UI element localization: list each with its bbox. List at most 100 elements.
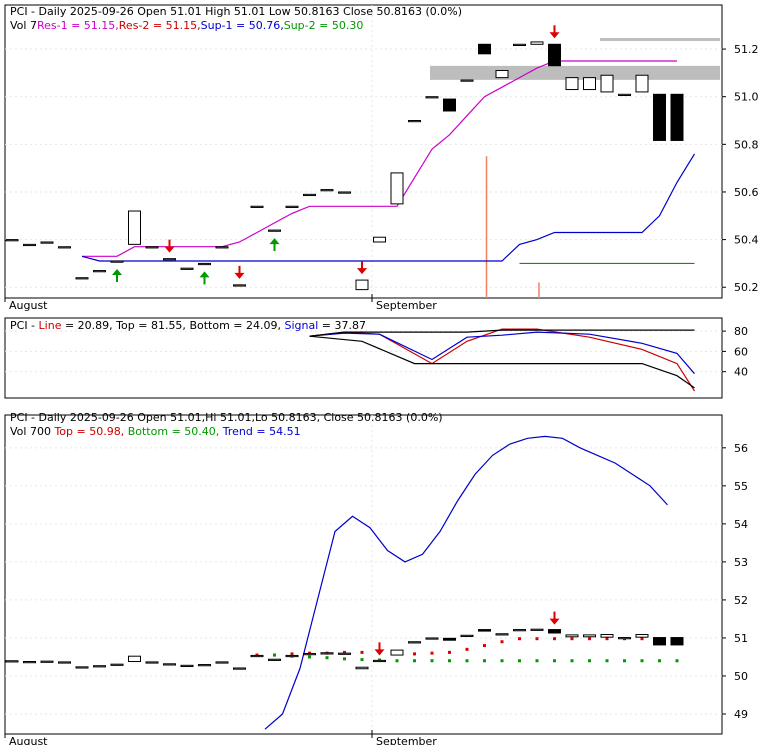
indicator-ytick-label-2: 40 — [734, 366, 748, 379]
trend-xtick-label-1: September — [376, 735, 437, 745]
trend-candle — [198, 664, 211, 667]
price-candle — [583, 77, 596, 91]
bottom-dot — [570, 659, 574, 663]
bottom-dot — [395, 659, 399, 663]
top-dot — [518, 637, 521, 641]
trend-candle — [233, 667, 246, 670]
bottom-dot — [325, 656, 329, 660]
price-ytick-label-4: 50.4 — [734, 234, 759, 247]
header-part: Bottom — [128, 425, 168, 438]
top-dot — [553, 637, 556, 641]
header-part: Res-1 — [37, 19, 68, 32]
price-xtick-label-0: August — [9, 299, 48, 312]
top-dot — [500, 640, 504, 644]
bottom-dot — [448, 659, 451, 663]
trend-candle — [600, 634, 614, 638]
trend-candle — [408, 641, 421, 644]
buy-arrow — [112, 269, 122, 283]
header-part: = 37.87 — [318, 319, 366, 332]
bottom-dot — [483, 659, 486, 663]
trend-candle — [373, 659, 386, 663]
bottom-dot — [308, 655, 311, 659]
price-candle — [408, 120, 421, 123]
sell-arrow — [357, 261, 367, 275]
trend-candle — [530, 628, 544, 631]
price-ytick-label-5: 50.2 — [734, 281, 759, 294]
indicator-ytick-label-0: 80 — [734, 325, 748, 338]
price-candle — [513, 43, 526, 46]
top-dot — [640, 637, 644, 641]
indicator-series-2 — [309, 329, 695, 337]
price-candle — [618, 93, 631, 97]
trend-ytick-label-3: 53 — [734, 556, 748, 569]
trend-candle — [145, 661, 159, 664]
trend-candle — [250, 654, 264, 658]
trend-ytick-label-1: 55 — [734, 480, 748, 493]
price-candle — [390, 172, 404, 205]
price-candle — [75, 277, 89, 280]
trend-candle — [128, 655, 141, 663]
trend-candle — [390, 649, 404, 656]
header-part: Vol 700 — [10, 425, 54, 438]
price-candle — [40, 241, 54, 244]
bottom-dot — [465, 659, 469, 663]
header-part: Trend — [222, 425, 253, 438]
trend-candle — [513, 629, 526, 632]
trend-candle — [443, 637, 456, 641]
trend-panel-frame — [4, 414, 723, 735]
sell-arrow-head — [164, 246, 175, 253]
price-ytick-label-1: 51.0 — [734, 91, 759, 104]
header-part: Vol 7 — [10, 19, 37, 32]
price-header-line1: PCI - Daily 2025-09-26 Open 51.01 High 5… — [10, 5, 462, 18]
sell-arrow — [234, 265, 245, 279]
bottom-dot — [553, 659, 556, 663]
trend-candle — [635, 634, 649, 638]
price-candle — [653, 93, 666, 141]
price-candle — [285, 205, 299, 208]
trend-candle — [618, 637, 631, 640]
price-candle — [215, 246, 229, 249]
bottom-dot — [588, 659, 591, 663]
trend-ytick-label-6: 50 — [734, 670, 748, 683]
buy-arrow-head — [112, 269, 122, 276]
trend-ytick-label-5: 51 — [734, 632, 748, 645]
indicator-series-3 — [309, 335, 695, 389]
trend-candle — [425, 637, 439, 640]
top-dot — [430, 651, 434, 655]
header-part: Bottom — [189, 319, 229, 332]
buy-arrow — [199, 271, 210, 285]
bottom-dot — [658, 659, 661, 663]
price-candle — [93, 270, 106, 273]
top-dot — [570, 637, 574, 641]
bottom-dot — [273, 653, 276, 657]
trend-ytick-label-4: 52 — [734, 594, 748, 607]
top-dot — [465, 647, 469, 651]
buy-arrow-head — [269, 238, 280, 245]
trend-candle — [23, 661, 36, 664]
trend-candle — [303, 653, 316, 656]
trend-candle — [460, 634, 474, 637]
indicator-series-1 — [309, 331, 695, 375]
trend-candle — [215, 661, 229, 664]
trend-candle — [75, 666, 89, 669]
trend-candle — [670, 637, 684, 646]
bottom-dot — [430, 659, 434, 663]
price-candle — [565, 77, 579, 91]
indicator-header: PCI - Line = 20.89, Top = 81.55, Bottom … — [10, 319, 366, 332]
price-ytick-label-2: 50.8 — [734, 138, 759, 151]
bottom-dot — [343, 657, 346, 661]
price-candle — [180, 267, 194, 270]
header-part: Top — [115, 319, 135, 332]
sell-arrow-head — [549, 32, 560, 39]
trend-candle — [478, 629, 491, 632]
price-header-line2: Vol 7Res-1 = 51.15,Res-2 = 51.15,Sup-1 =… — [10, 19, 363, 32]
header-part: PCI - — [10, 319, 39, 332]
bottom-dot — [500, 659, 504, 663]
price-candle — [233, 284, 246, 287]
price-candle — [320, 189, 334, 192]
price-candle — [478, 43, 491, 55]
top-dot — [360, 650, 364, 654]
trend-candle — [5, 660, 19, 663]
header-part: Sup-1 — [201, 19, 233, 32]
